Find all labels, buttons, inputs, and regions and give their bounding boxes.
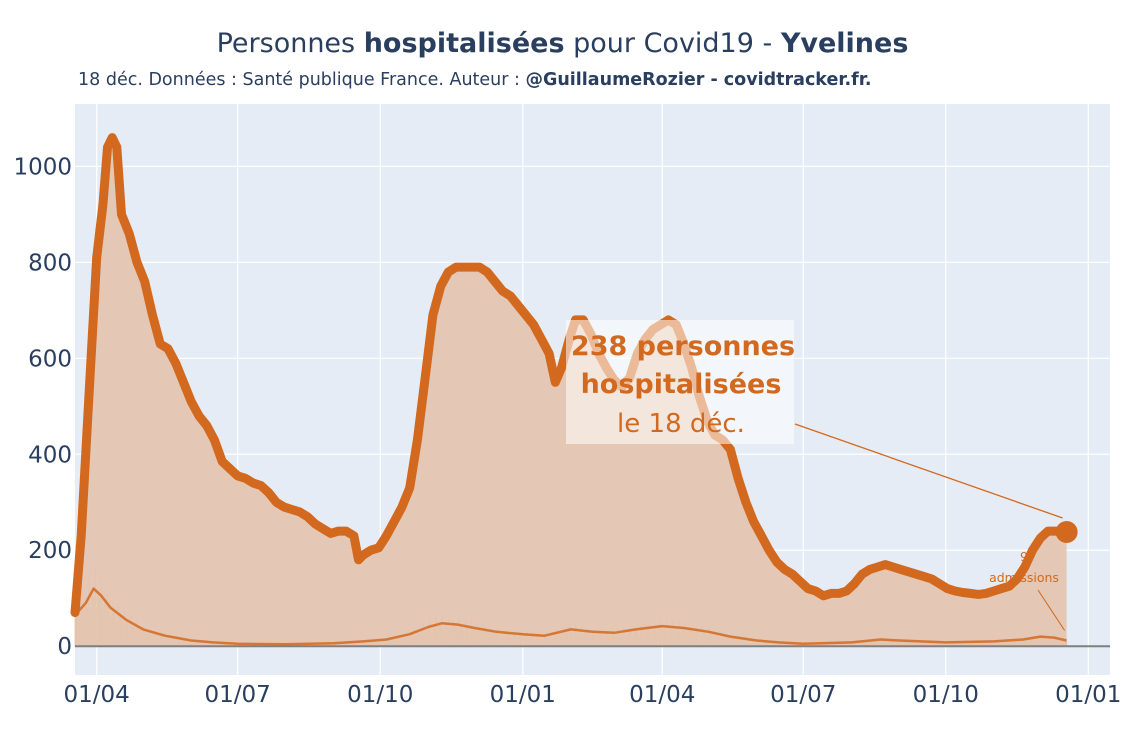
chart-subtitle: 18 déc. Données : Santé publique France.… (78, 70, 872, 90)
admissions-line (74, 587, 1067, 646)
y-axis-ticks: 0 200 400 600 800 1000 (13, 154, 72, 660)
chart-title: Personnes hospitalisées pour Covid19 - Y… (0, 28, 1125, 59)
hospitalised-line (70, 133, 1072, 618)
y-tick-label-1000: 1000 (13, 154, 72, 180)
admissions-annotation-value: 9 (1020, 549, 1028, 564)
admissions-annotation-label: admissions (989, 570, 1059, 585)
y-tick-label-400: 400 (28, 442, 72, 468)
x-tick-label-1: 01/07 (205, 682, 271, 708)
x-tick-label-0: 01/04 (64, 682, 130, 708)
x-tick-label-4: 01/04 (629, 682, 695, 708)
title-middle: pour Covid19 - (564, 28, 781, 59)
x-tick-label-2: 01/10 (347, 682, 413, 708)
annotation-line-2: hospitalisées (581, 369, 782, 400)
x-tick-label-7: 01/01 (1055, 682, 1121, 708)
annotation-line-3: le 18 déc. (617, 409, 745, 439)
title-bold-hospitalisees: hospitalisées (363, 28, 565, 59)
x-axis-ticks: 01/04 01/07 01/10 01/01 01/04 01/07 01/10 01/01 (64, 682, 1122, 708)
title-prefix: Personnes (216, 28, 364, 59)
title-bold-department: Yvelines (780, 28, 909, 59)
annotation-arrow (794, 423, 1063, 519)
y-tick-label-800: 800 (28, 250, 72, 276)
x-tick-label-6: 01/10 (913, 682, 979, 708)
annotation-line-1: 238 personnes (571, 331, 795, 362)
admissions-annotation-arrow (1037, 589, 1066, 631)
y-tick-label-600: 600 (28, 346, 72, 372)
x-tick-label-5: 01/07 (770, 682, 836, 708)
subtitle-author: @GuillaumeRozier - covidtracker.fr. (525, 70, 872, 90)
last-value-marker (1055, 521, 1078, 544)
y-tick-label-200: 200 (28, 538, 72, 564)
y-tick-label-0: 0 (57, 634, 72, 660)
annotation-box (566, 320, 794, 444)
subtitle-source: 18 déc. Données : Santé publique France.… (78, 70, 526, 90)
x-tick-label-3: 01/01 (490, 682, 556, 708)
